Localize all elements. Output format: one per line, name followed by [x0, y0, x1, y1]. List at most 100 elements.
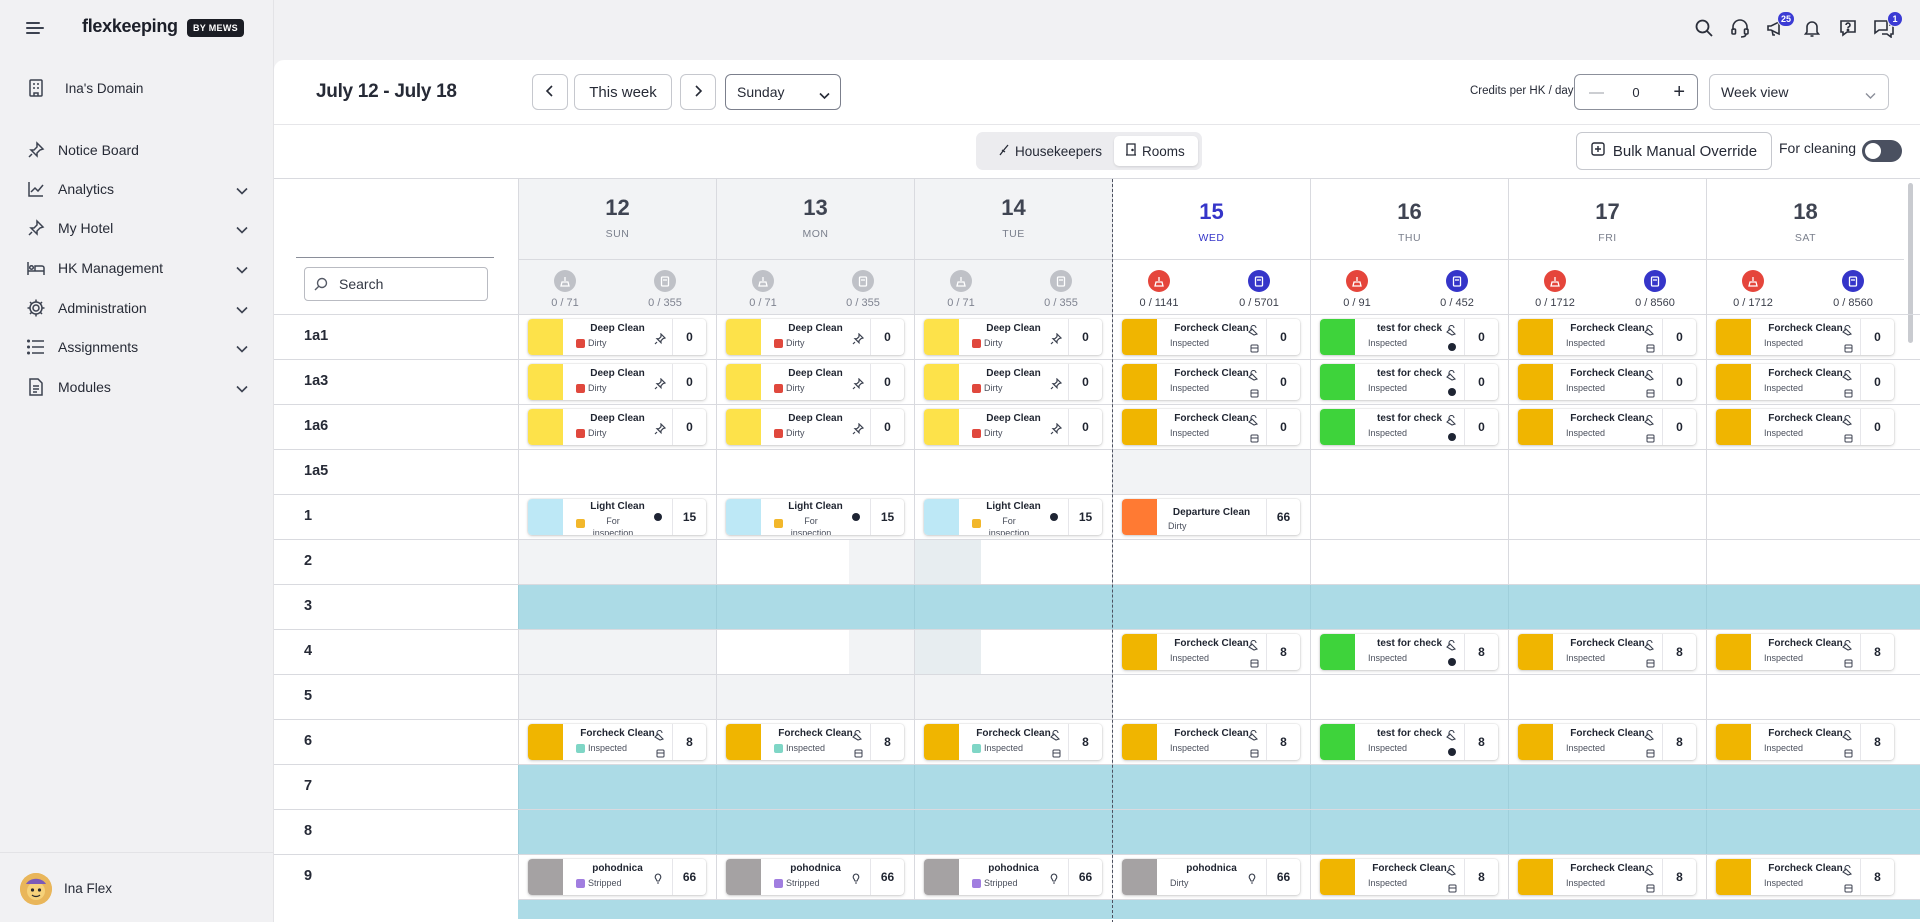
sidebar-item-modules[interactable]: Modules [0, 371, 274, 403]
schedule-cell[interactable] [716, 540, 915, 585]
for-cleaning-toggle[interactable] [1862, 140, 1902, 162]
schedule-cell[interactable]: Forcheck Clean Inspected 0 [1508, 360, 1706, 405]
day-header-17[interactable]: 17 FRI 0 / 1712 0 / 8560 [1508, 179, 1706, 314]
pin-icon[interactable] [852, 377, 865, 390]
schedule-cell[interactable]: Light Clean For inspection 15 [914, 495, 1112, 540]
task-card[interactable]: Forcheck Clean Inspected 8 [528, 724, 706, 760]
task-card[interactable]: Deep Clean Dirty 0 [726, 364, 904, 400]
schedule-cell[interactable]: Deep Clean Dirty 0 [518, 360, 716, 405]
task-card[interactable]: Forcheck Clean Inspected 0 [1716, 409, 1894, 445]
user-profile[interactable]: Ina Flex [0, 852, 274, 922]
schedule-cell[interactable]: Deep Clean Dirty 0 [914, 360, 1112, 405]
search-icon[interactable] [1692, 16, 1716, 40]
room-number[interactable]: 1 [304, 508, 313, 524]
schedule-cell[interactable] [716, 450, 914, 495]
task-card[interactable]: test for check Inspected 0 [1320, 409, 1498, 445]
brand-logo[interactable]: flexkeeping [82, 16, 178, 36]
task-card[interactable]: Forcheck Clean Inspected 0 [1716, 364, 1894, 400]
schedule-cell[interactable]: Forcheck Clean Inspected 8 [1508, 630, 1706, 675]
schedule-cell[interactable]: Forcheck Clean Inspected 0 [1508, 405, 1706, 450]
task-card[interactable]: Light Clean For inspection 15 [528, 499, 706, 535]
schedule-cell[interactable] [716, 675, 914, 720]
schedule-cell[interactable]: Deep Clean Dirty 0 [518, 315, 716, 360]
schedule-cell[interactable]: Deep Clean Dirty 0 [518, 405, 716, 450]
pin-icon[interactable] [852, 422, 865, 435]
task-card[interactable]: Deep Clean Dirty 0 [528, 319, 706, 355]
grid-scrollbar[interactable] [1908, 183, 1913, 343]
schedule-cell[interactable]: Forcheck Clean Inspected 8 [1706, 855, 1904, 900]
task-card[interactable]: Forcheck Clean Inspected 0 [1122, 409, 1300, 445]
chat-icon[interactable]: 1 [1872, 11, 1903, 40]
schedule-cell[interactable]: Deep Clean Dirty 0 [716, 405, 914, 450]
pin-icon[interactable] [654, 377, 667, 390]
sidebar-item-analytics[interactable]: Analytics [0, 173, 274, 205]
task-card[interactable]: pohodnica Stripped 66 [924, 859, 1102, 895]
search-input[interactable]: Search [304, 267, 488, 301]
schedule-cell[interactable]: test for check Inspected 0 [1310, 405, 1508, 450]
schedule-cell[interactable]: Deep Clean Dirty 0 [716, 315, 914, 360]
schedule-cell[interactable]: Forcheck Clean Inspected 0 [1706, 315, 1904, 360]
schedule-cell[interactable] [1112, 675, 1310, 720]
schedule-cell[interactable] [914, 450, 1112, 495]
schedule-cell[interactable] [518, 540, 716, 585]
pin-icon[interactable] [654, 422, 667, 435]
domain-selector[interactable]: Ina's Domain [0, 72, 274, 104]
task-card[interactable]: Forcheck Clean Inspected 8 [1122, 724, 1300, 760]
schedule-cell[interactable] [716, 630, 915, 675]
task-card[interactable]: Deep Clean Dirty 0 [924, 364, 1102, 400]
room-number[interactable]: 7 [304, 778, 313, 794]
next-week-button[interactable] [680, 74, 716, 110]
menu-toggle-icon[interactable] [26, 20, 44, 36]
sidebar-item-my-hotel[interactable]: My Hotel [0, 212, 274, 244]
schedule-cell[interactable] [914, 540, 1112, 585]
task-card[interactable]: Light Clean For inspection 15 [726, 499, 904, 535]
schedule-cell[interactable] [1508, 540, 1706, 585]
day-header-12[interactable]: 12 SUN 0 / 71 0 / 355 [518, 179, 716, 314]
prev-week-button[interactable] [532, 74, 568, 110]
schedule-cell[interactable] [1508, 495, 1706, 540]
schedule-cell[interactable]: Forcheck Clean Inspected 0 [1112, 360, 1310, 405]
increment-button[interactable]: + [1673, 81, 1685, 103]
support-icon[interactable] [1728, 16, 1752, 40]
view-select[interactable]: Week view [1709, 74, 1889, 110]
schedule-cell[interactable] [1508, 675, 1706, 720]
room-number[interactable]: 4 [304, 643, 313, 659]
schedule-cell[interactable] [914, 675, 1112, 720]
task-card[interactable]: Forcheck Clean Inspected 8 [1122, 634, 1300, 670]
task-card[interactable]: test for check Inspected 8 [1320, 634, 1498, 670]
sidebar-item-hk-management[interactable]: HK Management [0, 252, 274, 284]
schedule-cell[interactable]: Forcheck Clean Inspected 8 [1310, 855, 1508, 900]
room-number[interactable]: 1a3 [304, 373, 329, 389]
task-card[interactable]: Deep Clean Dirty 0 [528, 364, 706, 400]
tab-housekeepers[interactable]: Housekeepers [980, 136, 1112, 166]
pin-icon[interactable] [1050, 377, 1063, 390]
schedule-cell[interactable] [1706, 450, 1904, 495]
task-card[interactable]: Forcheck Clean Inspected 8 [726, 724, 904, 760]
schedule-cell[interactable]: pohodnica Stripped 66 [716, 855, 914, 900]
task-card[interactable]: pohodnica Stripped 66 [528, 859, 706, 895]
day-header-14[interactable]: 14 TUE 0 / 71 0 / 355 [914, 179, 1112, 314]
schedule-cell[interactable]: Light Clean For inspection 15 [518, 495, 716, 540]
task-card[interactable]: Forcheck Clean Inspected 8 [924, 724, 1102, 760]
schedule-cell[interactable]: pohodnica Dirty 66 [1112, 855, 1310, 900]
schedule-cell[interactable] [1310, 675, 1508, 720]
schedule-cell[interactable] [518, 630, 716, 675]
day-header-18[interactable]: 18 SAT 0 / 1712 0 / 8560 [1706, 179, 1904, 314]
schedule-cell[interactable]: test for check Inspected 0 [1310, 360, 1508, 405]
schedule-cell[interactable] [1310, 540, 1508, 585]
room-number[interactable]: 1a5 [304, 463, 329, 479]
pin-icon[interactable] [852, 332, 865, 345]
task-card[interactable]: Deep Clean Dirty 0 [528, 409, 706, 445]
schedule-cell[interactable]: pohodnica Stripped 66 [914, 855, 1112, 900]
schedule-cell[interactable]: test for check Inspected 0 [1310, 315, 1508, 360]
room-number[interactable]: 8 [304, 823, 313, 839]
task-card[interactable]: Deep Clean Dirty 0 [726, 409, 904, 445]
schedule-cell[interactable]: test for check Inspected 8 [1310, 630, 1508, 675]
schedule-cell[interactable]: Forcheck Clean Inspected 8 [1706, 630, 1904, 675]
schedule-cell[interactable] [1112, 540, 1310, 585]
room-number[interactable]: 1a1 [304, 328, 329, 344]
schedule-cell[interactable]: Forcheck Clean Inspected 0 [1112, 405, 1310, 450]
room-number[interactable]: 6 [304, 733, 313, 749]
schedule-cell[interactable]: Forcheck Clean Inspected 0 [1112, 315, 1310, 360]
schedule-cell[interactable]: Forcheck Clean Inspected 8 [914, 720, 1112, 765]
